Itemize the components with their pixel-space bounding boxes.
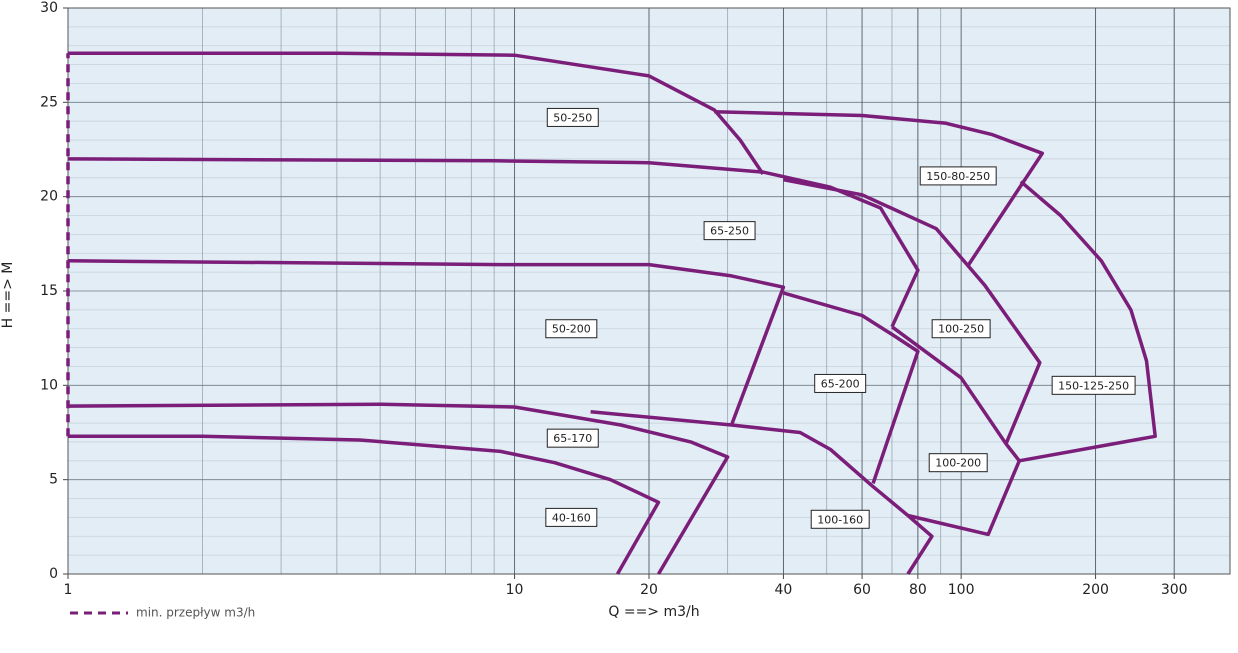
curve-label: 100-160 xyxy=(817,513,863,526)
x-tick-label: 100 xyxy=(948,582,975,598)
curve-label: 50-200 xyxy=(552,323,591,336)
pump-curve xyxy=(890,325,1021,462)
curve-label-box xyxy=(545,507,598,527)
curve-label: 40-160 xyxy=(552,511,591,524)
curve-label-box xyxy=(810,509,870,529)
x-axis-label: Q ==> m3/h xyxy=(608,604,699,620)
y-tick-label: 30 xyxy=(40,0,58,16)
x-tick-label: 10 xyxy=(506,582,524,598)
curve-label-box xyxy=(919,166,997,186)
curve-label-box xyxy=(546,428,599,448)
y-tick-label: 25 xyxy=(40,94,58,110)
pump-curve xyxy=(590,409,934,575)
curve-label: 65-170 xyxy=(553,432,592,445)
curve-label-box xyxy=(1051,375,1136,395)
x-tick-label: 80 xyxy=(909,582,927,598)
legend-label: min. przepływ m3/h xyxy=(136,606,255,620)
pump-curve xyxy=(67,402,730,575)
pump-curve xyxy=(68,434,661,575)
x-tick-label: 40 xyxy=(775,582,793,598)
curve-label: 150-80-250 xyxy=(926,170,990,183)
curve-label: 65-200 xyxy=(821,377,860,390)
pump-curve xyxy=(907,180,1157,537)
y-axis-label: H ==> M xyxy=(0,262,16,329)
curve-label: 150-125-250 xyxy=(1058,379,1129,392)
x-tick-label: 200 xyxy=(1082,582,1109,598)
pump-curve xyxy=(783,177,1042,445)
pump-curve xyxy=(67,259,786,426)
pump-curve xyxy=(68,51,765,175)
curve-label-box xyxy=(546,107,599,127)
x-tick-label: 60 xyxy=(853,582,871,598)
pump-curve xyxy=(67,157,920,328)
y-tick-label: 15 xyxy=(40,283,58,299)
curve-label-box xyxy=(931,319,991,339)
y-tick-label: 0 xyxy=(49,566,58,582)
curve-label-box xyxy=(703,221,756,241)
curve-label-box xyxy=(814,373,867,393)
curve-label-box xyxy=(545,319,598,339)
curve-label: 50-250 xyxy=(553,111,592,124)
y-tick-label: 20 xyxy=(40,189,58,205)
curve-label: 100-200 xyxy=(935,457,981,470)
curve-label: 65-250 xyxy=(710,225,749,238)
curve-label-box xyxy=(928,453,988,473)
y-tick-label: 10 xyxy=(40,377,58,393)
x-tick-label: 20 xyxy=(640,582,658,598)
y-tick-label: 5 xyxy=(49,472,58,488)
pump-curve xyxy=(714,110,1045,266)
curve-label: 100-250 xyxy=(938,323,984,336)
x-tick-label: 300 xyxy=(1161,582,1188,598)
pump-curve xyxy=(782,291,920,484)
x-tick-label: 1 xyxy=(64,582,73,598)
